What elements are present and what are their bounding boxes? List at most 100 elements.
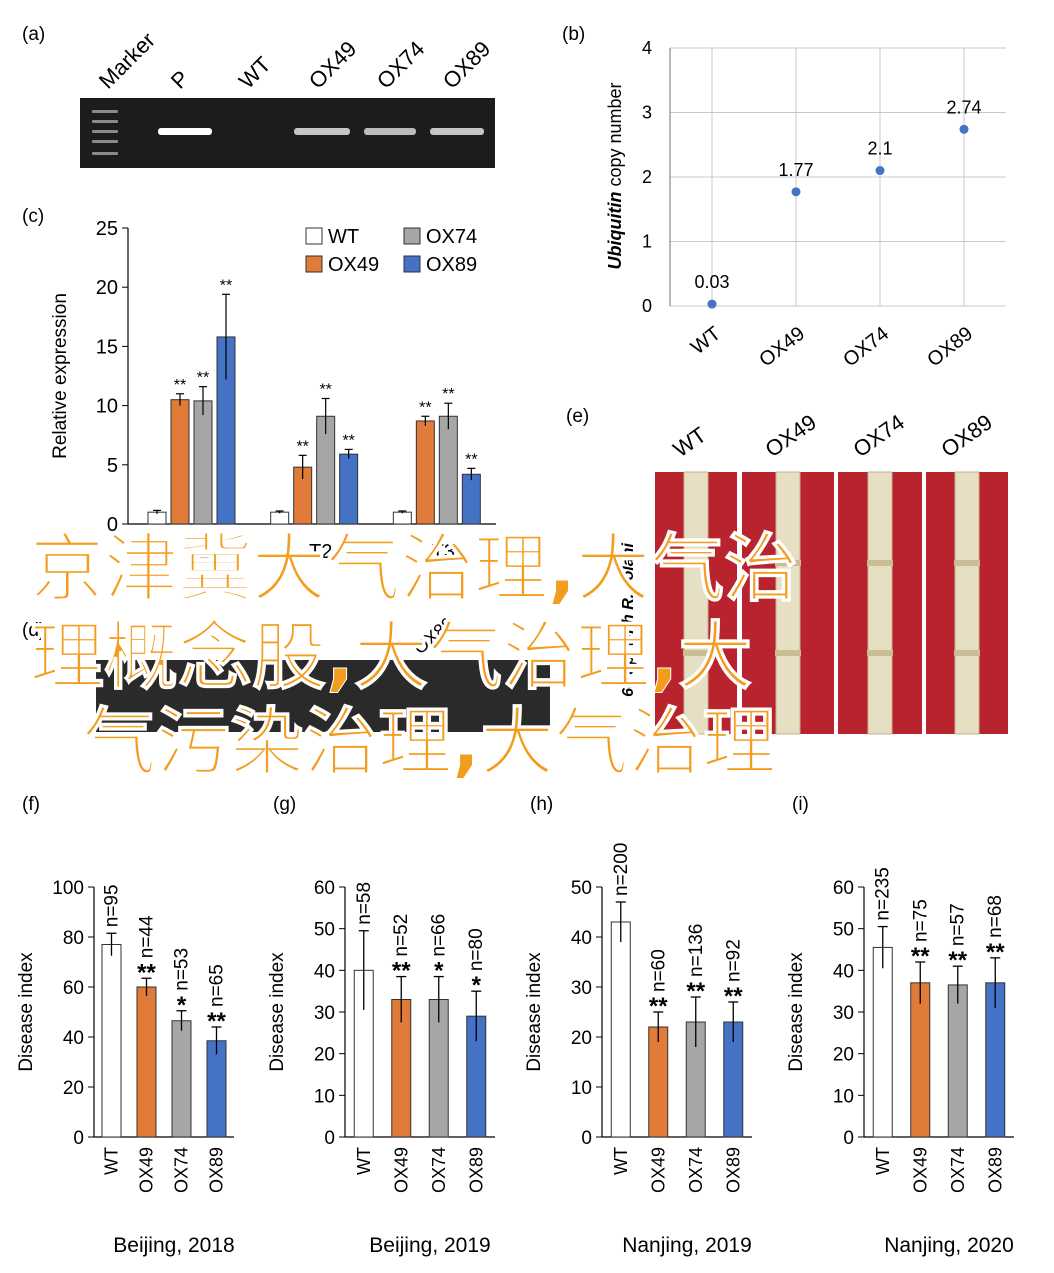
panel-b: (b) Ubiquitin copy number 0 1 2 3 4 WT 0.03 OX4… bbox=[562, 24, 1006, 371]
y-tick-label: 30 bbox=[833, 1003, 854, 1024]
bar bbox=[438, 415, 458, 525]
y-tick-label: 1 bbox=[642, 232, 652, 252]
significance-mark: ** bbox=[392, 958, 411, 985]
n-label: n=200 bbox=[611, 843, 632, 896]
stem-node bbox=[954, 650, 980, 656]
n-label: n=58 bbox=[354, 882, 375, 925]
y-tick-label: 60 bbox=[833, 878, 854, 899]
y-tick-label: 80 bbox=[63, 928, 84, 949]
y-tick-label: 10 bbox=[314, 1086, 335, 1107]
x-tick-label: OX74 bbox=[172, 1147, 192, 1193]
n-label: n=92 bbox=[723, 939, 744, 982]
significance-mark: ** bbox=[207, 1008, 226, 1035]
legend-swatch bbox=[305, 227, 323, 245]
y-tick-label: 10 bbox=[96, 396, 118, 418]
panel-letter: (i) bbox=[792, 794, 809, 815]
data-point bbox=[875, 166, 885, 176]
bar bbox=[270, 511, 290, 525]
gel-lane-label: Marker bbox=[94, 27, 160, 93]
n-label: n=68 bbox=[985, 895, 1006, 938]
gel-marker-band bbox=[92, 110, 118, 113]
x-tick-label: OX74 bbox=[429, 1147, 449, 1193]
rice-stem bbox=[683, 471, 709, 735]
panel-a-letter: (a) bbox=[22, 24, 45, 45]
y-tick-label: 0 bbox=[642, 296, 652, 316]
panel-b-ylabel-rest: copy number bbox=[605, 82, 625, 191]
n-label: n=60 bbox=[648, 949, 669, 992]
significance-mark: ** bbox=[948, 947, 967, 974]
n-label: n=66 bbox=[429, 914, 450, 957]
y-tick-label: 20 bbox=[314, 1045, 335, 1066]
x-tick-label: T3 bbox=[432, 541, 455, 563]
stem-label: WT bbox=[669, 422, 711, 462]
rice-stem bbox=[954, 471, 980, 735]
significance-mark: ** bbox=[342, 432, 354, 449]
stem-node bbox=[775, 560, 801, 566]
y-tick-label: 4 bbox=[642, 38, 652, 58]
bar bbox=[206, 1040, 227, 1138]
x-tick-label: WT bbox=[354, 1147, 374, 1175]
gel-band bbox=[364, 128, 416, 135]
overlay-line-1: 京津冀大气治理,大气治 bbox=[30, 526, 798, 612]
panel-d-image bbox=[96, 660, 550, 732]
data-point bbox=[791, 187, 801, 197]
significance-mark: * bbox=[472, 972, 482, 999]
panel-e-side-label: 60 dpi with R. solani bbox=[620, 543, 637, 697]
significance-mark: ** bbox=[986, 939, 1005, 966]
panel-b-letter: (b) bbox=[562, 24, 585, 45]
n-label: n=80 bbox=[466, 928, 487, 971]
data-label: 2.1 bbox=[867, 139, 892, 159]
y-axis-label: Disease index bbox=[786, 952, 807, 1072]
y-tick-label: 60 bbox=[63, 978, 84, 999]
n-label: n=44 bbox=[137, 915, 158, 958]
x-tick-label: OX49 bbox=[910, 1147, 930, 1193]
y-tick-label: 20 bbox=[63, 1078, 84, 1099]
y-tick-label: 30 bbox=[314, 1003, 335, 1024]
rice-stem bbox=[775, 471, 801, 735]
n-label: n=57 bbox=[948, 903, 969, 946]
n-label: n=136 bbox=[686, 924, 707, 977]
significance-mark: ** bbox=[296, 438, 308, 455]
gel-lane-label: OX49 bbox=[304, 36, 361, 93]
overlay-watermark: 京津冀大气治理,大气治 理概念股,大气治理,大 气污染治理,大气治理 bbox=[30, 526, 799, 787]
gel-image bbox=[80, 98, 495, 168]
x-tick-label: WT bbox=[873, 1147, 893, 1175]
bar bbox=[392, 511, 412, 525]
gel-band bbox=[158, 128, 212, 135]
y-tick-label: 40 bbox=[314, 961, 335, 982]
y-tick-label: 20 bbox=[96, 277, 118, 299]
x-tick-label: T1 bbox=[186, 541, 209, 563]
significance-mark: ** bbox=[220, 277, 232, 294]
gel-band bbox=[430, 128, 484, 135]
y-tick-label: 0 bbox=[107, 514, 118, 536]
legend-label: OX74 bbox=[426, 226, 477, 248]
stem-node bbox=[867, 650, 893, 656]
data-label: 1.77 bbox=[778, 160, 813, 180]
y-axis-label: Disease index bbox=[524, 952, 545, 1072]
panel-a: (a) Marker P WT OX49 OX74 OX89 bbox=[22, 24, 495, 168]
y-tick-label: 10 bbox=[571, 1078, 592, 1099]
panel-b-ylabel: Ubiquitin copy number bbox=[605, 82, 625, 269]
x-tick-label: OX89 bbox=[985, 1147, 1005, 1193]
y-tick-label: 100 bbox=[52, 878, 84, 899]
x-tick-label: OX49 bbox=[648, 1147, 668, 1193]
gel-marker-band bbox=[92, 140, 118, 143]
rice-stem bbox=[867, 471, 893, 735]
significance-mark: ** bbox=[197, 370, 209, 387]
bar bbox=[415, 420, 435, 525]
y-tick-label: 50 bbox=[833, 920, 854, 941]
n-label: n=235 bbox=[873, 867, 894, 920]
stem-label: OX74 bbox=[849, 409, 909, 462]
y-tick-label: 50 bbox=[571, 878, 592, 899]
x-tick-label: T2 bbox=[309, 541, 332, 563]
y-tick-label: 3 bbox=[642, 103, 652, 123]
n-label: n=95 bbox=[102, 884, 123, 927]
bar bbox=[193, 400, 213, 525]
n-label: n=65 bbox=[207, 964, 228, 1007]
x-tick-label: OX89 bbox=[466, 1147, 486, 1193]
y-tick-label: 20 bbox=[571, 1028, 592, 1049]
stem-node bbox=[775, 650, 801, 656]
bar bbox=[461, 473, 481, 525]
